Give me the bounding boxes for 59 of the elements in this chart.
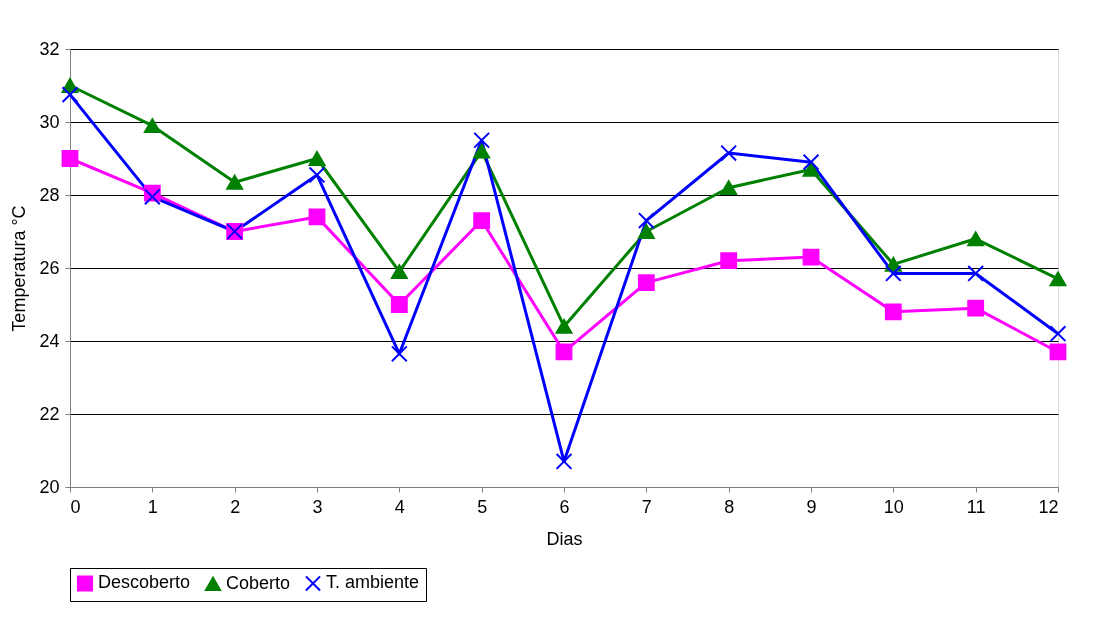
point <box>967 265 985 282</box>
y-tick-label: 28 <box>39 184 60 205</box>
y-tick-label: 22 <box>39 403 60 424</box>
point <box>1049 325 1067 343</box>
point <box>720 180 738 196</box>
point <box>967 231 985 247</box>
legend-label: T. ambiente <box>326 572 420 593</box>
x-axis-title: Dias <box>546 528 583 549</box>
point <box>390 296 408 313</box>
point <box>720 144 738 162</box>
y-axis-title: Temperatura °C <box>9 205 30 332</box>
point <box>555 453 573 470</box>
point <box>637 212 655 229</box>
point <box>884 265 902 282</box>
y-tick-label: 30 <box>39 111 60 132</box>
x-tick-label: 12 <box>1038 496 1059 517</box>
point <box>1049 271 1067 287</box>
point <box>802 248 820 266</box>
point <box>720 252 738 270</box>
point <box>143 188 161 206</box>
x-tick-label: 8 <box>724 496 735 517</box>
x-tick-label: 11 <box>966 496 986 517</box>
x-tick-label: 3 <box>312 496 323 517</box>
point <box>802 153 820 171</box>
point <box>390 264 408 280</box>
y-tick-label: 26 <box>39 257 60 278</box>
y-tick-label: 24 <box>39 330 60 351</box>
x-tick-label: 7 <box>641 496 652 517</box>
point <box>226 174 244 190</box>
point <box>473 212 491 229</box>
x-tick-label: 6 <box>559 496 570 517</box>
x-tick-label: 1 <box>147 496 158 517</box>
point <box>61 86 79 104</box>
point <box>308 151 326 166</box>
y-tick-label: 32 <box>39 38 60 59</box>
x-tick-label: 5 <box>477 496 488 517</box>
point <box>1049 343 1067 361</box>
point <box>143 118 161 134</box>
point <box>637 274 655 292</box>
x-tick-label: 4 <box>394 496 405 517</box>
x-tick-label: 2 <box>230 496 241 517</box>
legend-label: Coberto <box>226 572 291 593</box>
point <box>884 303 902 321</box>
point <box>473 143 491 159</box>
point <box>967 299 985 317</box>
point <box>802 162 820 177</box>
point <box>390 345 408 363</box>
point <box>555 343 573 361</box>
x-tick-label: 10 <box>883 496 904 517</box>
x-tick-label: 9 <box>806 496 817 517</box>
point <box>637 224 655 239</box>
point <box>61 150 79 167</box>
point <box>308 208 326 226</box>
legend-label: Descoberto <box>98 572 191 593</box>
point <box>473 131 491 149</box>
y-tick-label: 20 <box>39 476 60 497</box>
point <box>308 166 326 184</box>
point <box>555 318 573 334</box>
x-tick-label: 0 <box>70 496 81 517</box>
